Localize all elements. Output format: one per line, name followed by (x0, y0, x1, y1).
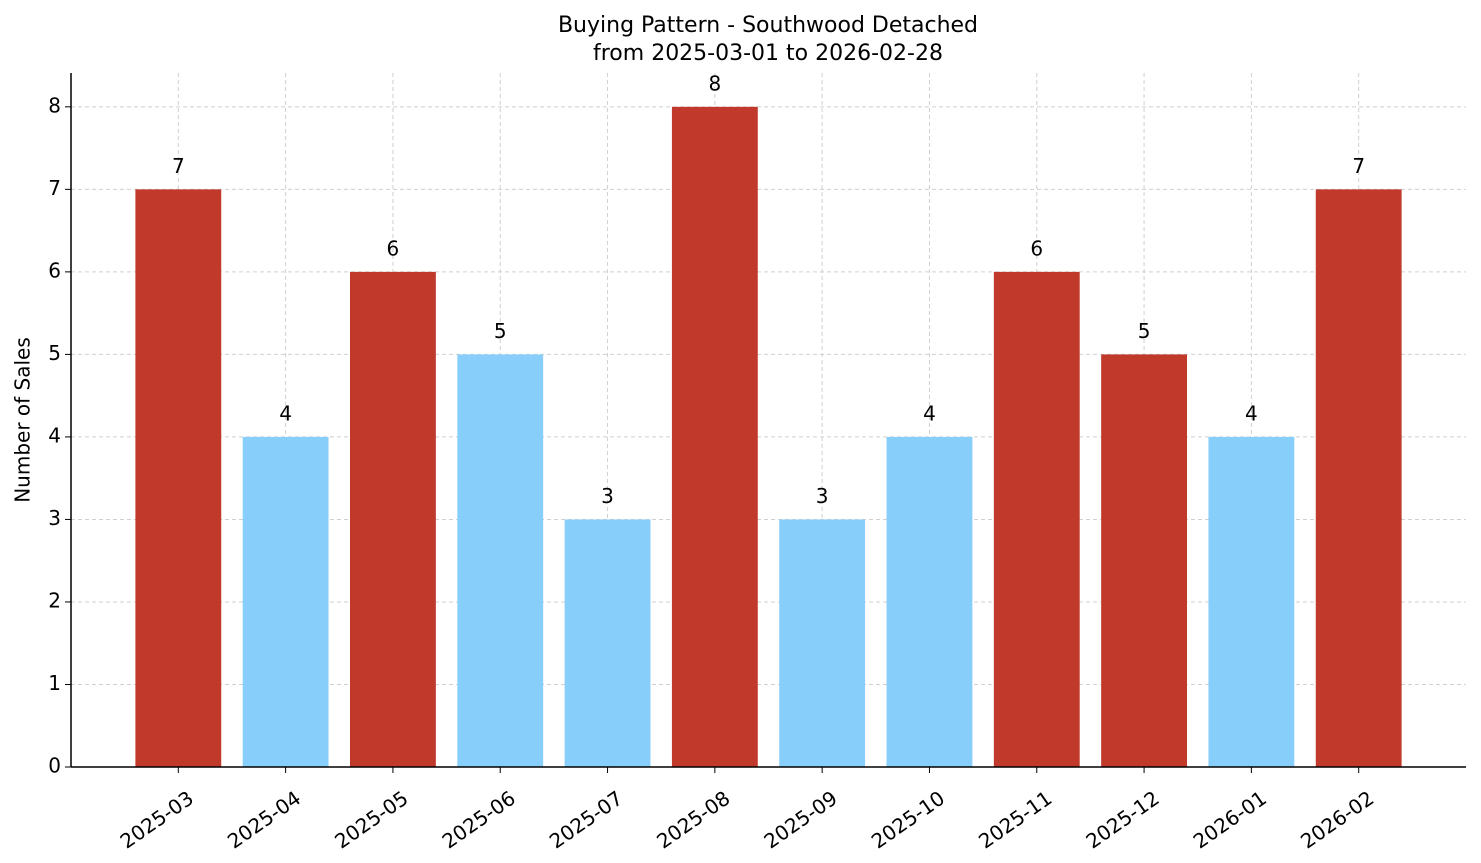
bar (242, 436, 329, 767)
data-label: 6 (387, 236, 400, 260)
y-tick-label: 5 (48, 341, 61, 365)
x-tick-label: 2026-02 (1296, 786, 1378, 854)
y-tick-label: 2 (48, 588, 61, 612)
x-tick-label: 2025-04 (223, 786, 305, 854)
x-tick-label: 2026-01 (1189, 786, 1271, 854)
data-label: 3 (816, 484, 829, 508)
bar (1101, 354, 1187, 767)
y-tick-label: 4 (48, 423, 61, 447)
data-label: 3 (601, 484, 614, 508)
data-label: 4 (923, 401, 936, 425)
x-tick-label: 2025-12 (1081, 786, 1163, 854)
data-label: 6 (1030, 236, 1043, 260)
bar (993, 271, 1080, 767)
data-label: 4 (279, 401, 292, 425)
bar (779, 519, 866, 767)
y-tick-label: 3 (48, 506, 61, 530)
x-tick-label: 2025-10 (867, 786, 949, 854)
x-tick-label: 2025-03 (116, 786, 198, 854)
x-tick-label: 2025-07 (545, 786, 627, 854)
data-label: 4 (1245, 401, 1258, 425)
y-tick-label: 7 (48, 176, 61, 200)
bar (350, 271, 436, 767)
x-tick-label: 2025-06 (438, 786, 520, 854)
y-tick-label: 0 (48, 754, 61, 778)
bar (1208, 436, 1295, 767)
bar (886, 436, 973, 767)
chart-title: Buying Pattern - Southwood Detached (558, 13, 978, 38)
x-tick-label: 2025-08 (652, 786, 734, 854)
y-tick-label: 6 (48, 258, 61, 282)
y-tick-label: 1 (48, 671, 61, 695)
data-label: 5 (1138, 319, 1151, 343)
x-tick-label: 2025-11 (974, 786, 1056, 854)
y-axis-label: Number of Sales (11, 337, 35, 503)
x-tick-label: 2025-05 (330, 786, 412, 854)
bar (457, 354, 544, 767)
data-label: 5 (494, 319, 507, 343)
data-label: 7 (172, 154, 185, 178)
bar (671, 106, 758, 767)
bar (135, 189, 222, 767)
bar (564, 519, 651, 767)
bar (1315, 189, 1402, 767)
chart-subtitle: from 2025-03-01 to 2026-02-28 (593, 41, 943, 66)
x-tick-label: 2025-09 (760, 786, 842, 854)
data-label: 7 (1352, 154, 1365, 178)
data-label: 8 (708, 71, 721, 95)
y-tick-label: 8 (48, 93, 61, 117)
